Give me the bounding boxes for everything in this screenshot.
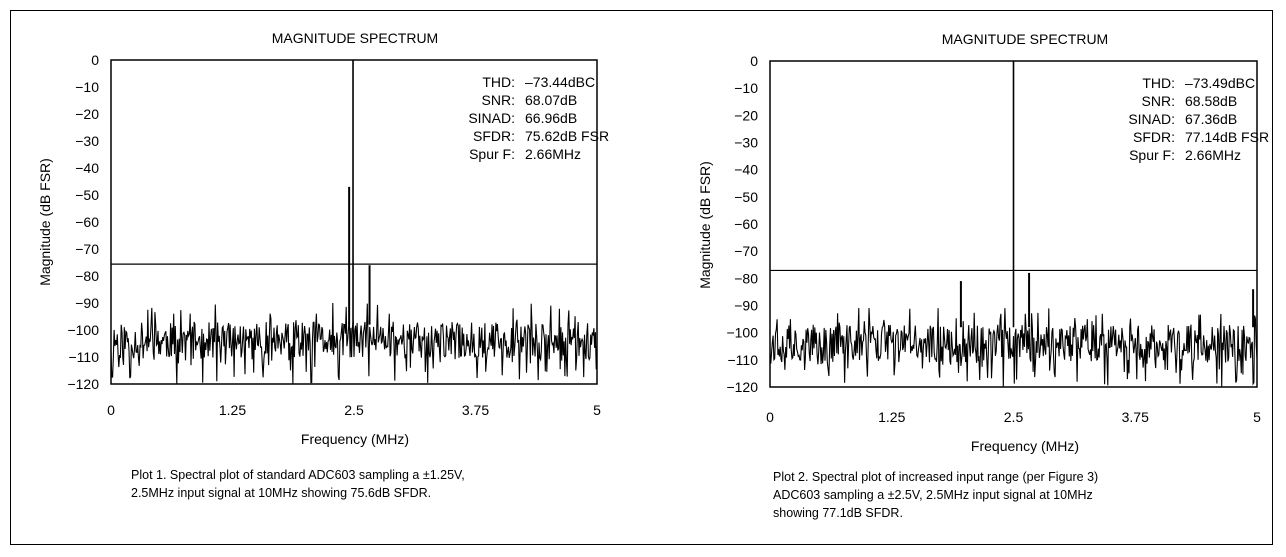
- stat-label: THD:: [482, 74, 515, 90]
- y-tick-label: −60: [75, 214, 99, 230]
- stat-value: 75.62dB FSR: [525, 128, 609, 144]
- chart-title: MAGNITUDE SPECTRUM: [272, 30, 438, 46]
- stat-value: –73.49dBC: [1185, 75, 1255, 91]
- y-tick-label: −70: [75, 241, 99, 257]
- y-tick-label: −120: [67, 376, 99, 392]
- x-tick-labels: 0 1.25 2.5 3.75 5: [766, 409, 1261, 425]
- stats-block: THD: –73.44dBC SNR: 68.07dB SINAD: 66.96dB SFD…: [468, 74, 609, 162]
- y-tick-label: −30: [734, 135, 758, 151]
- y-tick-label: −120: [726, 379, 758, 395]
- y-tick-label: −50: [734, 189, 758, 205]
- y-tick-label: −30: [75, 133, 99, 149]
- y-tick-label: −90: [75, 295, 99, 311]
- x-tick-labels: 0 1.25 2.5 3.75 5: [107, 402, 601, 418]
- stat-label: SNR:: [1142, 93, 1175, 109]
- y-tick-label: −10: [75, 79, 99, 95]
- stat-label: SFDR:: [1133, 129, 1175, 145]
- plot-area: [110, 59, 598, 385]
- plot-caption: Plot 1. Spectral plot of standard ADC603…: [131, 468, 465, 500]
- y-tick-label: −100: [67, 322, 99, 338]
- y-tick-label: −80: [75, 268, 99, 284]
- x-tick-label: 3.75: [462, 402, 489, 418]
- stat-label: SFDR:: [473, 128, 515, 144]
- stat-value: 77.14dB FSR: [1185, 129, 1269, 145]
- x-tick-label: 5: [1253, 409, 1261, 425]
- stat-label: THD:: [1142, 75, 1175, 91]
- stat-label: SINAD:: [468, 110, 515, 126]
- spectrum-chart-2: MAGNITUDE SPECTRUM 0 −10 −20 −30 −40 −50 −60 −7…: [697, 31, 1269, 454]
- y-tick-label: −10: [734, 80, 758, 96]
- noise-trace: [769, 307, 1258, 387]
- plot-caption: Plot 2. Spectral plot of increased input…: [773, 470, 1099, 520]
- x-tick-label: 3.75: [1122, 409, 1149, 425]
- y-tick-label: −40: [734, 162, 758, 178]
- x-tick-label: 0: [766, 409, 774, 425]
- y-tick-label: −20: [75, 106, 99, 122]
- noise-floor-trace: [110, 302, 598, 384]
- stat-value: 68.07dB: [525, 92, 577, 108]
- chart-title: MAGNITUDE SPECTRUM: [942, 31, 1108, 47]
- y-tick-label: 0: [91, 52, 99, 68]
- y-tick-label: −110: [728, 352, 759, 368]
- stat-value: 68.58dB: [1185, 93, 1237, 109]
- y-axis-label: Magnitude (dB FSR): [37, 158, 53, 286]
- y-tick-label: −50: [75, 187, 99, 203]
- stat-label: SNR:: [482, 92, 515, 108]
- spectrum-chart-1: MAGNITUDE SPECTRUM 0 −10 −20 −30 −40 −50 −60 −7…: [37, 30, 609, 447]
- x-axis-label: Frequency (MHz): [301, 431, 409, 447]
- y-tick-label: 0: [750, 53, 758, 69]
- y-tick-label: −100: [726, 325, 758, 341]
- stat-value: –73.44dBC: [525, 74, 595, 90]
- y-axis-label: Magnitude (dB FSR): [697, 161, 713, 289]
- stat-value: 2.66MHz: [525, 146, 581, 162]
- spectrum-plot-1: MAGNITUDE SPECTRUM 0 −10 −20 −30 −40 −50 −60 −7…: [0, 0, 640, 540]
- y-tick-label: −70: [734, 243, 758, 259]
- x-axis-label: Frequency (MHz): [971, 438, 1079, 454]
- y-tick-label: −20: [734, 107, 758, 123]
- y-tick-label: −40: [75, 160, 99, 176]
- x-tick-label: 5: [593, 402, 601, 418]
- y-tick-label: −80: [734, 270, 758, 286]
- stat-label: Spur F:: [469, 146, 515, 162]
- stat-value: 2.66MHz: [1185, 147, 1241, 163]
- x-tick-label: 1.25: [878, 409, 905, 425]
- noise-floor-trace: [769, 307, 1258, 387]
- stat-label: SINAD:: [1128, 111, 1175, 127]
- stat-value: 67.36dB: [1185, 111, 1237, 127]
- spur-lines: [959, 61, 1255, 328]
- x-tick-label: 0: [107, 402, 115, 418]
- stats-block: THD: –73.49dBC SNR: 68.58dB SINAD: 67.36dB SFD…: [1128, 75, 1269, 163]
- y-tick-labels: 0 −10 −20 −30 −40 −50 −60 −70 −80 −90 −100 −110 −120: [726, 53, 758, 395]
- figure-frame: [10, 10, 1273, 545]
- y-tick-label: −90: [734, 298, 758, 314]
- x-tick-label: 1.25: [219, 402, 246, 418]
- x-tick-label: 2.5: [344, 402, 364, 418]
- x-tick-label: 2.5: [1004, 409, 1024, 425]
- stat-value: 66.96dB: [525, 110, 577, 126]
- y-tick-label: −110: [69, 349, 100, 365]
- stat-label: Spur F:: [1129, 147, 1175, 163]
- noise-trace: [110, 302, 598, 384]
- y-tick-label: −60: [734, 216, 758, 232]
- spectrum-plot-2: MAGNITUDE SPECTRUM 0 −10 −20 −30 −40 −50 −60 −7…: [640, 0, 1280, 540]
- y-tick-labels: 0 −10 −20 −30 −40 −50 −60 −70 −80 −90 −100 −110 −120: [67, 52, 99, 392]
- spur-lines: [348, 60, 371, 325]
